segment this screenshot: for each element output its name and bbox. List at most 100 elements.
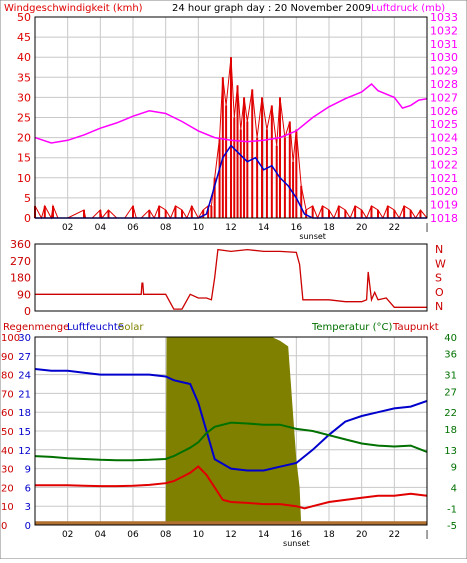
rain-y-tick-label: 10 bbox=[1, 502, 14, 513]
pressure-y-tick-label: 1023 bbox=[430, 145, 458, 158]
wind-y-tick-label: 50 bbox=[17, 11, 31, 24]
pressure-y-tick-label: 1022 bbox=[430, 158, 458, 171]
temperature-y-tick-label: 18 bbox=[444, 425, 457, 436]
wind-y-tick-label: 45 bbox=[17, 31, 31, 44]
humidity-y-tick-label: 24 bbox=[18, 371, 31, 382]
x-tick-label: 04 bbox=[95, 223, 107, 233]
sunset-label: sunset bbox=[299, 232, 326, 241]
humidity-y-tick-label: 9 bbox=[25, 465, 31, 476]
rain-y-tick-label: 50 bbox=[1, 427, 14, 438]
sunset-label: sunset bbox=[283, 539, 310, 548]
x-tick-label: 06 bbox=[127, 530, 139, 540]
rain-y-tick-label: 100 bbox=[1, 333, 20, 344]
plot-frame bbox=[34, 336, 428, 526]
wind-y-tick-label: 30 bbox=[17, 91, 31, 104]
solar-title: Solar bbox=[118, 322, 144, 333]
humidity-y-tick-label: 30 bbox=[18, 333, 31, 344]
temperature-y-tick-label: 27 bbox=[444, 387, 457, 398]
pressure-y-tick-label: 1024 bbox=[430, 132, 458, 145]
compass-label: O bbox=[435, 286, 444, 299]
pressure-y-tick-label: 1033 bbox=[430, 11, 458, 24]
pressure-title: Luftdruck (mb) bbox=[371, 3, 445, 14]
humidity-y-tick-label: 0 bbox=[25, 521, 31, 532]
temperature-y-tick-label: 9 bbox=[451, 463, 457, 474]
rain-title: Regenmenge bbox=[3, 322, 69, 333]
wind-pressure-panel: 0510152025303540455010181019102010211022… bbox=[17, 11, 458, 241]
rain-bar bbox=[35, 521, 427, 525]
plot-frame bbox=[34, 243, 428, 312]
x-tick-label: 02 bbox=[62, 530, 73, 540]
rain-y-tick-label: 90 bbox=[1, 352, 14, 363]
pressure-y-tick-label: 1029 bbox=[430, 65, 458, 78]
pressure-y-tick-label: 1026 bbox=[430, 105, 458, 118]
compass-label: N bbox=[435, 243, 443, 256]
rain-y-tick-label: 20 bbox=[1, 483, 14, 494]
rain-y-tick-label: 60 bbox=[1, 408, 14, 419]
wind-gust-line bbox=[34, 57, 428, 220]
wind-y-tick-label: 20 bbox=[17, 132, 31, 145]
pressure-y-tick-label: 1027 bbox=[430, 91, 458, 104]
direction-y-tick-label: 180 bbox=[10, 272, 31, 285]
temperature-y-tick-label: 4 bbox=[451, 483, 457, 494]
humidity-y-tick-label: 21 bbox=[18, 389, 31, 400]
pressure-y-tick-label: 1020 bbox=[430, 185, 458, 198]
temperature-y-tick-label: 36 bbox=[444, 350, 457, 361]
direction-y-tick-label: 360 bbox=[10, 238, 31, 251]
graph-title: 24 hour graph day : 20 November 2009 bbox=[172, 3, 371, 14]
x-tick-label: 22 bbox=[389, 530, 400, 540]
temperature-y-tick-label: -1 bbox=[447, 504, 457, 515]
pressure-y-tick-label: 1028 bbox=[430, 78, 458, 91]
x-tick-label: 04 bbox=[95, 530, 107, 540]
temperature-y-tick-label: 22 bbox=[444, 408, 457, 419]
x-tick-label: 12 bbox=[225, 223, 236, 233]
x-tick-label: 18 bbox=[323, 530, 335, 540]
solar-area bbox=[165, 337, 302, 525]
compass-label: W bbox=[435, 257, 446, 270]
wind-y-tick-label: 5 bbox=[24, 192, 31, 205]
plot-frame bbox=[34, 16, 428, 219]
pressure-line bbox=[34, 82, 428, 144]
humidity-line bbox=[34, 368, 428, 472]
plot-area bbox=[35, 244, 427, 311]
wind-y-tick-label: 35 bbox=[17, 71, 31, 84]
direction-y-tick-label: 270 bbox=[10, 255, 31, 268]
direction-y-tick-label: 90 bbox=[17, 288, 31, 301]
dewpoint-line bbox=[35, 465, 428, 510]
rain-y-tick-label: 30 bbox=[1, 465, 14, 476]
rain-y-tick-label: 40 bbox=[1, 446, 14, 457]
pressure-y-tick-label: 1018 bbox=[430, 212, 458, 225]
pressure-y-tick-label: 1025 bbox=[430, 118, 458, 131]
x-tick-label: 22 bbox=[389, 223, 400, 233]
humidity-title: Luftfeuchte bbox=[67, 322, 124, 333]
x-tick-label: 14 bbox=[258, 530, 270, 540]
wind-title: Windgeschwindigkeit (kmh) bbox=[4, 3, 143, 14]
x-tick-label: 02 bbox=[62, 223, 73, 233]
temperature-y-tick-label: 31 bbox=[444, 371, 457, 382]
temperature-title: Temperatur (°C) bbox=[311, 322, 392, 333]
humidity-y-tick-label: 18 bbox=[18, 408, 31, 419]
temperature-y-tick-label: 13 bbox=[444, 446, 457, 457]
x-tick-label: 16 bbox=[291, 223, 303, 233]
x-tick-label: 18 bbox=[323, 223, 335, 233]
x-tick-label: 12 bbox=[225, 530, 236, 540]
wind-y-tick-label: 0 bbox=[24, 212, 31, 225]
pressure-y-tick-label: 1019 bbox=[430, 199, 458, 212]
x-tick-label: 10 bbox=[193, 530, 205, 540]
humidity-y-tick-label: 12 bbox=[18, 446, 31, 457]
pressure-y-tick-label: 1032 bbox=[430, 24, 458, 37]
climate-panel: 0102030405060708090100036912151821242730… bbox=[1, 333, 457, 548]
temperature-y-tick-label: 40 bbox=[444, 333, 457, 344]
compass-label: N bbox=[435, 300, 443, 313]
humidity-y-tick-label: 15 bbox=[18, 427, 31, 438]
x-tick-label: 06 bbox=[127, 223, 139, 233]
x-tick-label: 16 bbox=[291, 530, 303, 540]
dewpoint-title: Taupunkt bbox=[392, 322, 439, 333]
x-tick-label: | bbox=[425, 223, 428, 233]
rain-y-tick-label: 80 bbox=[1, 371, 14, 382]
x-tick-label: 10 bbox=[193, 223, 205, 233]
x-tick-label: 08 bbox=[160, 530, 172, 540]
rain-y-tick-label: 0 bbox=[1, 521, 7, 532]
wind-direction-line bbox=[35, 248, 427, 310]
